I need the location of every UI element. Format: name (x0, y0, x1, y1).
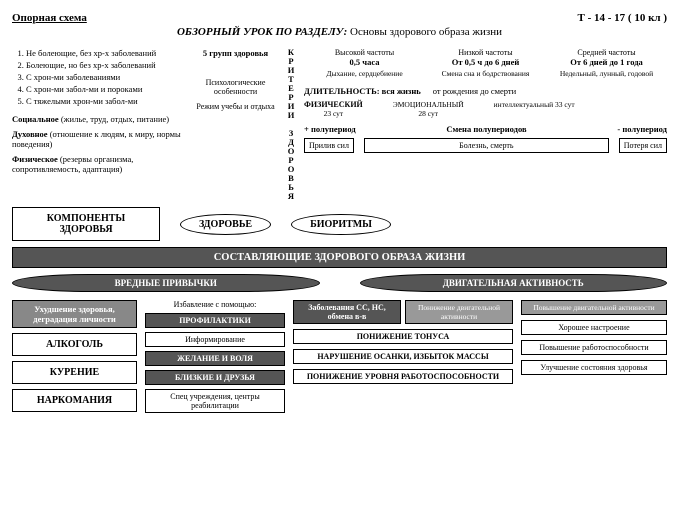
activity-r1: Хорошее настроение (521, 320, 667, 335)
block-components: КОМПОНЕНТЫ ЗДОРОВЬЯ (12, 207, 160, 241)
states-row: Прилив сил Болезнь, смерть Потеря сил (304, 138, 667, 153)
duration-row: ДЛИТЕЛЬНОСТЬ: вся жизнь от рождения до с… (304, 86, 667, 96)
title: ОБЗОРНЫЙ УРОК ПО РАЗДЕЛУ: Основы здорово… (12, 26, 667, 38)
center-b: ПОНИЖЕНИЕ ТОНУСА (293, 329, 513, 344)
prevention-head: Избавление с помощью: (145, 300, 285, 309)
activity-r2: Повышение работоспособности (521, 340, 667, 355)
page-header-left: Опорная схема (12, 12, 87, 24)
prevention-item: ПРОФИЛАКТИКИ (145, 313, 285, 328)
center-c: НАРУШЕНИЕ ОСАНКИ, ИЗБЫТОК МАССЫ (293, 349, 513, 364)
main-row: КОМПОНЕНТЫ ЗДОРОВЬЯ ЗДОРОВЬЕ БИОРИТМЫ (12, 207, 667, 241)
aspect-spiritual: Духовное (отношение к людям, к миру, нор… (12, 129, 187, 149)
prevention-item: Информирование (145, 332, 285, 347)
habit-item: КУРЕНИЕ (12, 361, 137, 384)
center-d: ПОНИЖЕНИЕ УРОВНЯ РАБОТОСПОСОБНОСТИ (293, 369, 513, 384)
vertical-label: КРИТЕРИИ ЗДОРОВЬЯ (284, 48, 298, 201)
pill-habits: ВРЕДНЫЕ ПРИВЫЧКИ (12, 274, 320, 292)
prevention-item: Спец учреждения, центры реабилитации (145, 389, 285, 413)
center-a: Заболевания СС, НС, обмена в-в (293, 300, 401, 324)
psych-label: Психологические особенности (193, 78, 278, 96)
health-group-list: Не болеющие, без хр-х заболеваний Болеющ… (26, 48, 187, 106)
groups-heading: 5 групп здоровья (193, 48, 278, 58)
activity-up: Повышение двигательной активности (521, 300, 667, 315)
list-item: Болеющие, но без хр-х заболеваний (26, 60, 187, 70)
aspect-physical: Физическое (резервы организма, сопротивл… (12, 154, 187, 174)
regime-label: Режим учебы и отдыха (193, 102, 278, 111)
wide-block: СОСТАВЛЯЮЩИЕ ЗДОРОВОГО ОБРАЗА ЖИЗНИ (12, 247, 667, 268)
effect-box: Ухудшение здоровья, деградация личности (12, 300, 137, 328)
page-header-right: Т - 14 - 17 ( 10 кл ) (578, 12, 668, 24)
list-item: С хрон-ми забол-ми и пороками (26, 84, 187, 94)
ellipse-biorhythms: БИОРИТМЫ (291, 214, 391, 235)
physical-row: ФИЗИЧЕСКИЙ23 сут ЭМОЦИОНАЛЬНЫЙ28 сут инт… (304, 100, 667, 118)
pill-activity: ДВИГАТЕЛЬНАЯ АКТИВНОСТЬ (360, 274, 668, 292)
semiperiod-row: + полупериод Смена полупериодов - полупе… (304, 124, 667, 134)
activity-r3: Улучшение состояния здоровья (521, 360, 667, 375)
list-item: С хрон-ми заболеваниями (26, 72, 187, 82)
aspect-social: Социальное (жилье, труд, отдых, питание) (12, 114, 187, 124)
list-item: Не болеющие, без хр-х заболеваний (26, 48, 187, 58)
habit-item: НАРКОМАНИЯ (12, 389, 137, 412)
prevention-item: БЛИЗКИЕ И ДРУЗЬЯ (145, 370, 285, 385)
list-item: С тяжелыми хрон-ми забол-ми (26, 96, 187, 106)
habit-item: АЛКОГОЛЬ (12, 333, 137, 356)
ellipse-health: ЗДОРОВЬЕ (180, 214, 271, 235)
frequency-row: Высокой частоты 0,5 часа Дыхание, сердце… (304, 48, 667, 78)
prevention-item: ЖЕЛАНИЕ И ВОЛЯ (145, 351, 285, 366)
center-low: Понижение двигательной активности (405, 300, 513, 324)
